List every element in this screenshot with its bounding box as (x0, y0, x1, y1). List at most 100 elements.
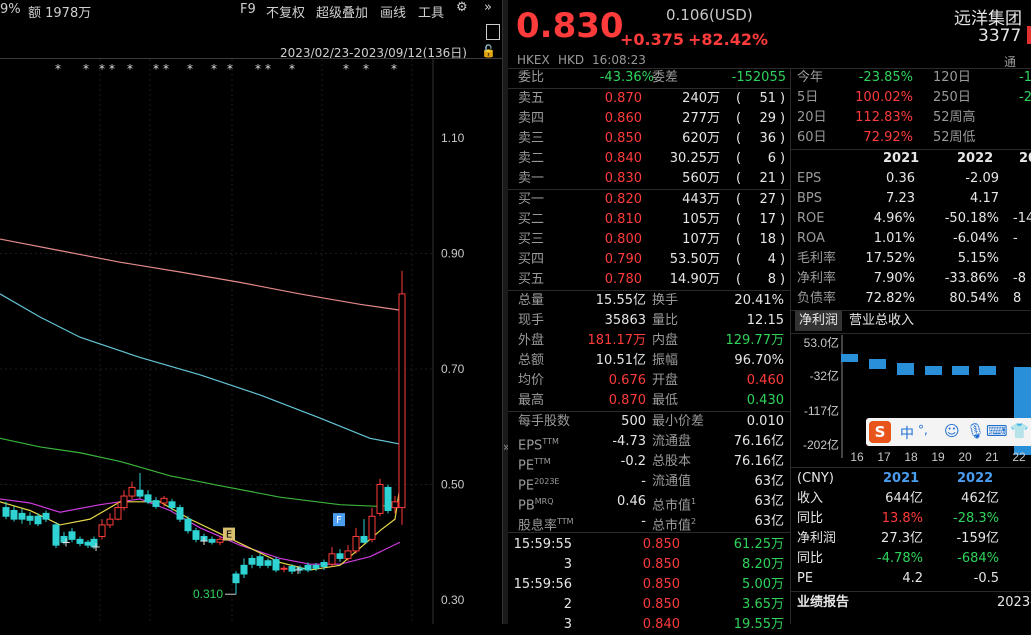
candle-body[interactable] (240, 564, 248, 575)
candle-body[interactable] (232, 573, 240, 584)
event-star[interactable]: * (187, 62, 193, 76)
candle-body[interactable] (136, 489, 144, 497)
event-star[interactable]: * (55, 62, 61, 76)
candle-body[interactable] (106, 518, 114, 526)
event-star[interactable]: * (289, 62, 295, 76)
kline-chart-panel[interactable]: 9% 额 1978万 F9 不复权 超级叠加 画线 工具 ⚙ » 2023/02… (0, 0, 502, 624)
panel-toggle-icon[interactable] (486, 24, 500, 40)
ime-punct-mode[interactable]: °, (918, 423, 928, 437)
candle-body[interactable] (328, 553, 336, 565)
candle-body[interactable] (60, 535, 68, 543)
book-paren-open: ( (736, 131, 742, 146)
candle-body[interactable] (352, 535, 360, 552)
candle-body[interactable] (90, 538, 98, 548)
candle-body[interactable] (98, 524, 106, 537)
tools-button[interactable]: 工具 (418, 6, 445, 21)
candle-body[interactable] (10, 509, 18, 520)
candle-body[interactable] (192, 530, 200, 540)
perf-label: 5日 (797, 90, 819, 105)
event-star[interactable]: * (265, 62, 271, 76)
candle-body[interactable] (52, 524, 60, 546)
event-star[interactable]: * (255, 62, 261, 76)
event-star[interactable]: * (109, 62, 115, 76)
skin-icon[interactable]: 👕 (1010, 422, 1029, 440)
candle-body[interactable] (288, 566, 296, 572)
candle-body[interactable] (248, 557, 256, 565)
candle-body[interactable] (384, 486, 392, 511)
candle-body[interactable] (26, 515, 34, 521)
lock-icon[interactable]: 🔓 (481, 44, 496, 58)
candle-body[interactable] (336, 553, 344, 559)
candle-body[interactable] (264, 560, 272, 566)
candle-body[interactable] (18, 512, 26, 520)
fin-value: -6.04% (953, 231, 999, 246)
candle-body[interactable] (304, 564, 312, 571)
candle-body[interactable] (312, 564, 320, 569)
tab-revenue[interactable]: 营业总收入 (849, 313, 915, 328)
event-f-marker[interactable] (333, 513, 345, 527)
overlay-button[interactable]: 超级叠加 (316, 6, 369, 21)
candle-body[interactable] (120, 495, 128, 509)
book-volume: 240万 (682, 91, 720, 106)
ime-toolbar[interactable]: S 中 °, ☺ 🎙 ⌨ 👕 (866, 418, 1031, 446)
keyboard-icon[interactable]: ⌨ (986, 422, 1008, 440)
candle-body[interactable] (128, 486, 136, 497)
event-star[interactable]: * (391, 62, 397, 76)
stat2-value: 63亿 (754, 474, 784, 489)
price-change: +0.375 (620, 30, 685, 49)
candle-body[interactable] (34, 515, 42, 525)
expand-more-icon[interactable]: » (484, 0, 492, 15)
candle-body[interactable] (144, 494, 152, 503)
candle-body[interactable] (368, 515, 376, 540)
event-star[interactable]: * (227, 62, 233, 76)
settings-gear-icon[interactable]: ⚙ (456, 0, 468, 15)
book-price: 0.870 (604, 91, 642, 106)
candle-body[interactable] (256, 556, 264, 566)
candle-body[interactable] (216, 538, 224, 543)
candle-body[interactable] (114, 507, 122, 520)
candle-body[interactable] (376, 484, 384, 514)
event-star[interactable]: * (343, 62, 349, 76)
sogou-logo-icon[interactable]: S (869, 421, 891, 443)
book-count: 29 (759, 111, 776, 126)
candle-body[interactable] (168, 501, 176, 509)
candle-body[interactable] (344, 550, 352, 559)
event-star[interactable]: * (363, 62, 369, 76)
candle-body[interactable] (152, 500, 160, 507)
candle-body[interactable] (360, 535, 368, 543)
candle-body[interactable] (2, 507, 10, 517)
candle-body[interactable] (272, 559, 280, 571)
candle-body[interactable] (200, 535, 208, 542)
emoji-icon[interactable]: ☺ (944, 422, 960, 440)
candle-body[interactable] (208, 538, 216, 543)
event-star[interactable]: * (127, 62, 133, 76)
candle-body[interactable] (184, 518, 192, 532)
candle-body[interactable] (320, 561, 328, 568)
event-star[interactable]: * (163, 62, 169, 76)
f9-button[interactable]: F9 (240, 2, 256, 17)
candle-body[interactable] (42, 512, 50, 520)
candle-body[interactable] (160, 497, 168, 504)
last-price: 0.830 (516, 6, 624, 46)
candle-body[interactable] (280, 567, 288, 570)
candle-body[interactable] (68, 531, 76, 540)
microphone-icon[interactable]: 🎙 (966, 422, 986, 440)
ime-chinese-mode[interactable]: 中 (900, 426, 914, 442)
event-star[interactable]: * (153, 62, 159, 76)
kline-svg[interactable]: 1.10 0.90 0.70 0.50 0.30 * * * * * * * * * * * * * * * * E F 0.… (0, 59, 502, 624)
tab-net-profit[interactable]: 净利润 (795, 311, 843, 331)
candle-body[interactable] (391, 501, 399, 509)
event-star[interactable]: * (211, 62, 217, 76)
candle-body[interactable] (296, 567, 304, 571)
event-star[interactable]: * (99, 62, 105, 76)
collapse-arrow-icon[interactable]: » (503, 440, 511, 454)
candle-body[interactable] (176, 507, 184, 520)
event-star[interactable]: * (83, 62, 89, 76)
fuquan-button[interactable]: 不复权 (266, 6, 306, 21)
event-e-marker[interactable] (223, 527, 235, 541)
fin-label: EPS (797, 171, 822, 186)
panel-divider[interactable] (502, 0, 509, 624)
candle-body[interactable] (76, 538, 84, 544)
draw-line-button[interactable]: 画线 (380, 6, 407, 21)
candle-body[interactable] (398, 293, 406, 509)
